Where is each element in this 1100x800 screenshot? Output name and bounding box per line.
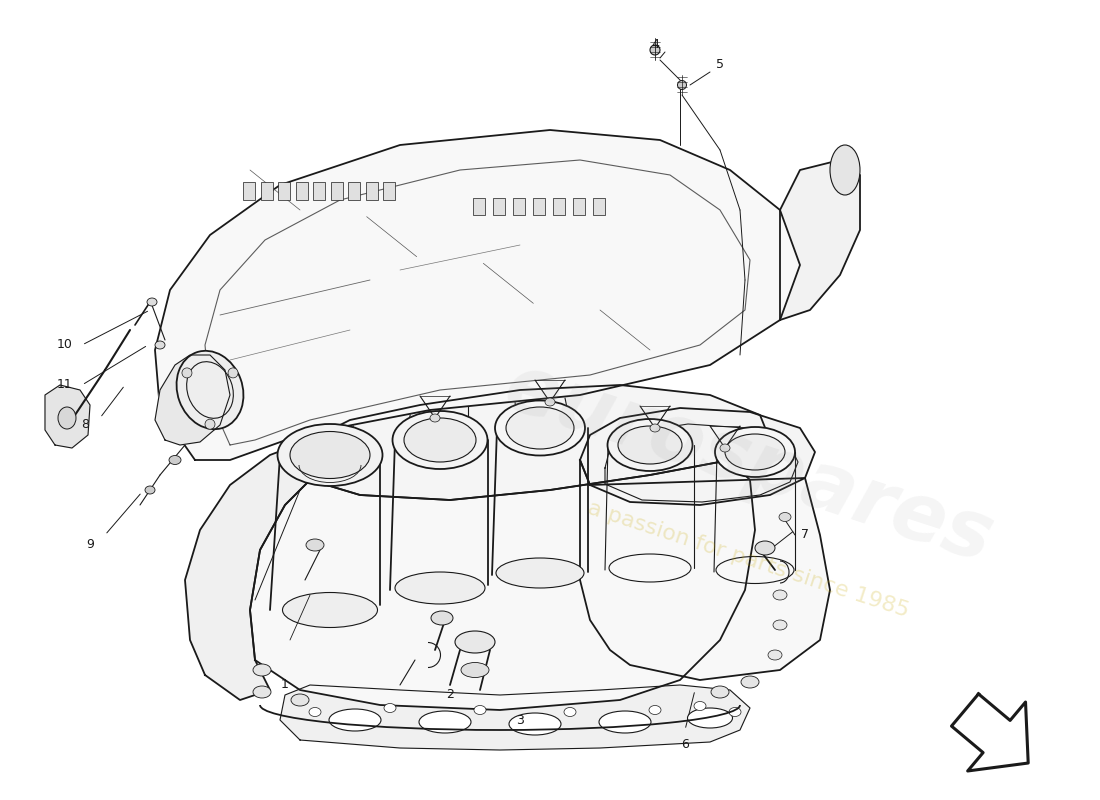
- Polygon shape: [580, 460, 830, 680]
- Ellipse shape: [649, 706, 661, 714]
- FancyBboxPatch shape: [278, 182, 290, 200]
- Ellipse shape: [145, 486, 155, 494]
- Ellipse shape: [564, 707, 576, 717]
- Ellipse shape: [461, 662, 490, 678]
- Ellipse shape: [393, 411, 487, 469]
- Text: eurospares: eurospares: [494, 348, 1002, 580]
- Ellipse shape: [678, 81, 686, 90]
- Ellipse shape: [431, 611, 453, 625]
- Ellipse shape: [600, 711, 651, 733]
- Ellipse shape: [384, 703, 396, 713]
- Ellipse shape: [290, 431, 370, 478]
- Ellipse shape: [309, 707, 321, 717]
- Ellipse shape: [496, 558, 584, 588]
- Ellipse shape: [176, 351, 243, 429]
- Ellipse shape: [779, 513, 791, 522]
- FancyBboxPatch shape: [593, 198, 605, 215]
- FancyBboxPatch shape: [513, 198, 525, 215]
- Ellipse shape: [725, 434, 785, 470]
- FancyBboxPatch shape: [314, 182, 324, 200]
- Ellipse shape: [544, 398, 556, 406]
- FancyBboxPatch shape: [473, 198, 485, 215]
- Text: 5: 5: [716, 58, 724, 71]
- Ellipse shape: [430, 414, 440, 422]
- Text: 8: 8: [81, 418, 89, 431]
- Ellipse shape: [395, 572, 485, 604]
- Polygon shape: [280, 685, 750, 750]
- Ellipse shape: [741, 676, 759, 688]
- Ellipse shape: [253, 664, 271, 676]
- Text: 6: 6: [681, 738, 689, 751]
- Ellipse shape: [474, 706, 486, 714]
- Ellipse shape: [419, 711, 471, 733]
- Polygon shape: [310, 385, 770, 500]
- FancyBboxPatch shape: [553, 198, 565, 215]
- Ellipse shape: [720, 444, 730, 452]
- Ellipse shape: [495, 401, 585, 455]
- Ellipse shape: [58, 407, 76, 429]
- Ellipse shape: [277, 424, 383, 486]
- FancyBboxPatch shape: [493, 198, 505, 215]
- Text: 7: 7: [801, 529, 808, 542]
- Ellipse shape: [711, 686, 729, 698]
- Ellipse shape: [205, 419, 214, 429]
- Text: a passion for parts since 1985: a passion for parts since 1985: [585, 498, 911, 622]
- Ellipse shape: [618, 426, 682, 464]
- Polygon shape: [952, 694, 1028, 771]
- Text: 2: 2: [447, 689, 454, 702]
- FancyBboxPatch shape: [330, 182, 342, 200]
- FancyBboxPatch shape: [534, 198, 544, 215]
- Ellipse shape: [509, 713, 561, 735]
- Ellipse shape: [253, 686, 271, 698]
- Ellipse shape: [329, 709, 381, 731]
- Ellipse shape: [755, 541, 775, 555]
- Ellipse shape: [404, 418, 476, 462]
- Polygon shape: [580, 408, 815, 505]
- Polygon shape: [155, 355, 230, 445]
- Ellipse shape: [768, 650, 782, 660]
- Ellipse shape: [694, 702, 706, 710]
- Ellipse shape: [155, 341, 165, 349]
- Ellipse shape: [147, 298, 157, 306]
- Ellipse shape: [650, 424, 660, 432]
- Ellipse shape: [283, 593, 377, 627]
- Ellipse shape: [650, 45, 660, 55]
- Text: 11: 11: [57, 378, 73, 391]
- FancyBboxPatch shape: [243, 182, 255, 200]
- Ellipse shape: [830, 145, 860, 195]
- FancyBboxPatch shape: [365, 182, 377, 200]
- Polygon shape: [45, 385, 90, 448]
- Polygon shape: [185, 440, 310, 700]
- Ellipse shape: [773, 620, 786, 630]
- Ellipse shape: [455, 631, 495, 653]
- FancyBboxPatch shape: [383, 182, 395, 200]
- Text: 10: 10: [57, 338, 73, 351]
- Ellipse shape: [607, 419, 693, 471]
- Ellipse shape: [182, 368, 192, 378]
- Ellipse shape: [506, 407, 574, 449]
- Ellipse shape: [688, 708, 733, 728]
- Polygon shape: [250, 460, 755, 710]
- Ellipse shape: [292, 694, 309, 706]
- Text: 3: 3: [516, 714, 524, 726]
- Ellipse shape: [169, 455, 182, 465]
- Text: 1: 1: [282, 678, 289, 691]
- Ellipse shape: [773, 590, 786, 600]
- Text: 9: 9: [86, 538, 94, 551]
- Ellipse shape: [729, 707, 741, 717]
- FancyBboxPatch shape: [348, 182, 360, 200]
- Ellipse shape: [306, 539, 324, 551]
- FancyBboxPatch shape: [573, 198, 585, 215]
- FancyBboxPatch shape: [296, 182, 308, 200]
- Text: 4: 4: [651, 38, 659, 51]
- Ellipse shape: [715, 427, 795, 477]
- FancyBboxPatch shape: [261, 182, 273, 200]
- Polygon shape: [155, 130, 800, 460]
- Ellipse shape: [228, 368, 238, 378]
- Polygon shape: [780, 160, 860, 320]
